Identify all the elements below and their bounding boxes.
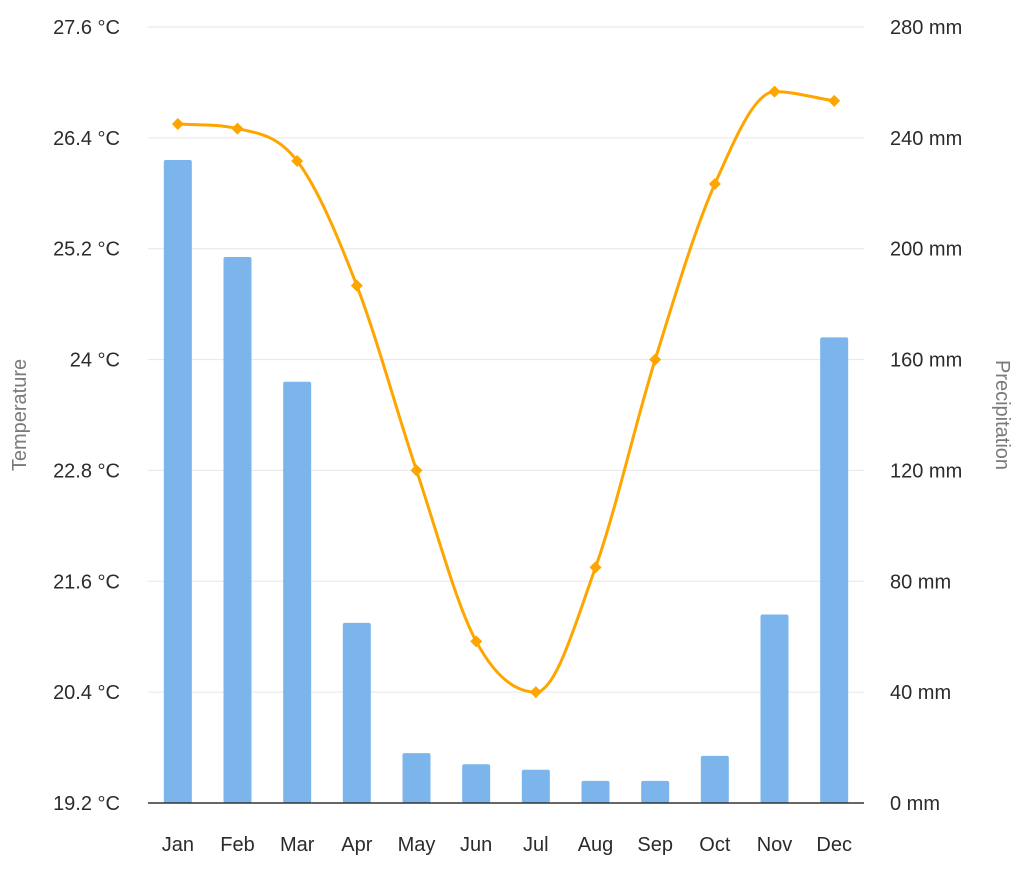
precipitation-bar — [521, 769, 550, 803]
x-tick-label: Oct — [699, 834, 731, 856]
x-tick-label: Jun — [460, 834, 492, 856]
x-tick-label: Jan — [162, 834, 194, 856]
precipitation-bar — [760, 614, 789, 803]
precipitation-bar — [163, 160, 192, 803]
x-tick-label: Sep — [637, 834, 673, 856]
temperature-marker — [171, 118, 184, 130]
precipitation-bar — [342, 622, 371, 803]
x-tick-label: May — [398, 834, 436, 856]
temperature-marker — [350, 279, 363, 292]
left-tick-label: 20.4 °C — [53, 682, 120, 704]
precipitation-bars — [163, 160, 849, 803]
x-tick-label: Nov — [757, 834, 793, 856]
temperature-marker — [410, 464, 423, 477]
precipitation-bar — [283, 381, 312, 803]
temperature-marker — [708, 178, 721, 191]
precipitation-bar — [700, 755, 729, 803]
x-tick-label: Dec — [816, 834, 852, 856]
right-tick-label: 240 mm — [890, 128, 962, 150]
left-tick-label: 22.8 °C — [53, 460, 120, 482]
left-tick-label: 21.6 °C — [53, 571, 120, 593]
x-tick-label: Jul — [523, 834, 549, 856]
right-tick-label: 40 mm — [890, 682, 951, 704]
gridlines — [148, 26, 864, 693]
left-tick-label: 19.2 °C — [53, 793, 120, 815]
right-tick-label: 0 mm — [890, 793, 940, 815]
left-axis-title: Temperature — [9, 359, 31, 471]
left-tick-label: 25.2 °C — [53, 239, 120, 261]
precipitation-bar — [581, 780, 610, 803]
axes: 19.2 °C 0 mm 20.4 °C 40 mm 21.6 °C 80 mm 22.8 … — [53, 17, 962, 856]
right-axis-title: Precipitation — [991, 360, 1013, 470]
x-tick-label: Apr — [341, 834, 372, 856]
temperature-marker — [291, 154, 304, 167]
left-tick-label: 27.6 °C — [53, 17, 120, 39]
precipitation-bar — [820, 337, 849, 803]
precipitation-bar — [223, 257, 252, 803]
x-tick-label: Mar — [280, 834, 315, 856]
precipitation-bar — [462, 764, 491, 803]
temperature-line-group — [171, 85, 841, 699]
precipitation-bar — [641, 780, 670, 803]
temperature-marker — [589, 561, 602, 574]
temperature-marker — [231, 122, 244, 135]
precipitation-bar — [402, 753, 431, 803]
x-tick-label: Feb — [220, 834, 254, 856]
temperature-marker — [649, 353, 662, 366]
temperature-marker — [768, 85, 781, 98]
temperature-line — [177, 90, 835, 694]
right-tick-label: 160 mm — [890, 350, 962, 372]
left-tick-label: 24 °C — [70, 350, 120, 372]
right-tick-label: 280 mm — [890, 17, 962, 39]
left-tick-label: 26.4 °C — [53, 128, 120, 150]
temperature-marker — [529, 686, 542, 699]
right-tick-label: 80 mm — [890, 571, 951, 593]
temperature-marker — [470, 635, 483, 648]
right-tick-label: 200 mm — [890, 239, 962, 261]
x-tick-label: Aug — [578, 834, 614, 856]
temperature-marker — [828, 94, 841, 107]
right-tick-label: 120 mm — [890, 460, 962, 482]
